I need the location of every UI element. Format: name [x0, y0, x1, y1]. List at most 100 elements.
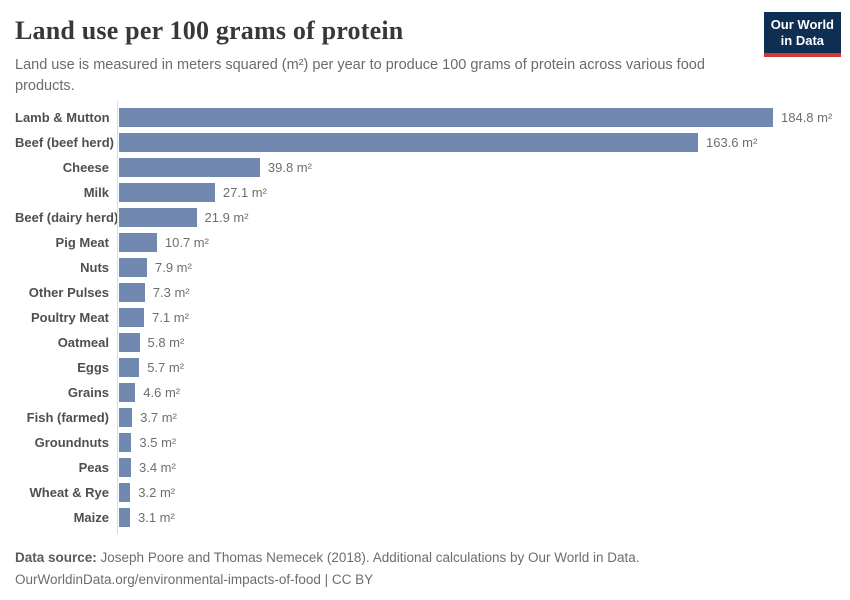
category-label: Other Pulses: [28, 285, 109, 301]
bar-row: Grains 4.6 m²: [15, 380, 850, 405]
bar-track: 3.4 m²: [118, 455, 850, 480]
category-label: Eggs: [77, 360, 109, 376]
data-source-text: Joseph Poore and Thomas Nemecek (2018). …: [96, 550, 640, 566]
value-label: 10.7 m²: [164, 235, 209, 251]
chart-header: Land use per 100 grams of protein Land u…: [0, 0, 850, 97]
bar[interactable]: [119, 233, 157, 253]
bar-row: Cheese 39.8 m²: [15, 155, 850, 180]
bar-track: 10.7 m²: [118, 230, 850, 255]
logo-line-2: in Data: [780, 33, 825, 48]
category-label: Nuts: [80, 260, 109, 276]
value-label: 27.1 m²: [222, 185, 267, 201]
bar-row: Eggs 5.7 m²: [15, 355, 850, 380]
category-label: Wheat & Rye: [29, 485, 109, 501]
bar[interactable]: [119, 158, 260, 178]
bar-rows: Lamb & Mutton 184.8 m² Beef (beef herd) 163…: [15, 105, 850, 530]
data-source-label: Data source:: [15, 550, 97, 566]
bar-track: 184.8 m²: [118, 105, 850, 130]
bar[interactable]: [119, 383, 136, 403]
bar-row: Beef (beef herd) 163.6 m²: [15, 130, 850, 155]
value-label: 3.1 m²: [138, 510, 175, 526]
category-label: Peas: [78, 460, 109, 476]
bar-row: Nuts 7.9 m²: [15, 255, 850, 280]
category-label: Lamb & Mutton: [15, 110, 110, 126]
bar-row: Other Pulses 7.3 m²: [15, 280, 850, 305]
logo-line-1: Our World: [770, 17, 834, 32]
owid-logo: Our World in Data: [763, 12, 841, 57]
category-label: Poultry Meat: [30, 310, 109, 326]
bar[interactable]: [119, 483, 131, 503]
bar-row: Wheat & Rye 3.2 m²: [15, 480, 850, 505]
category-label: Groundnuts: [34, 435, 109, 451]
bar[interactable]: [119, 258, 147, 278]
chart-footer: Data source: Joseph Poore and Thomas Nem…: [15, 547, 835, 591]
bar-track: 5.7 m²: [118, 355, 850, 380]
value-label: 5.8 m²: [147, 335, 185, 351]
bar[interactable]: [119, 333, 140, 353]
value-label: 39.8 m²: [267, 160, 312, 176]
bar-row: Milk 27.1 m²: [15, 180, 850, 205]
bar-track: 4.6 m²: [118, 380, 850, 405]
category-label: Beef (dairy herd): [15, 210, 119, 226]
value-label: 5.7 m²: [147, 360, 185, 376]
category-label: Pig Meat: [55, 235, 109, 251]
bar-row: Oatmeal 5.8 m²: [15, 330, 850, 355]
value-label: 7.1 m²: [152, 310, 189, 326]
bar-row: Groundnuts 3.5 m²: [15, 430, 850, 455]
bar-track: 163.6 m²: [118, 130, 850, 155]
category-label: Fish (farmed): [26, 410, 109, 426]
category-label: Beef (beef herd): [15, 135, 114, 151]
bar-row: Maize 3.1 m²: [15, 505, 850, 530]
value-label: 21.9 m²: [204, 210, 249, 226]
value-label: 163.6 m²: [706, 135, 758, 151]
bar[interactable]: [119, 308, 145, 328]
bar-track: 3.5 m²: [118, 430, 850, 455]
bar-chart: Lamb & Mutton 184.8 m² Beef (beef herd) 163…: [15, 101, 850, 535]
bar-track: 7.1 m²: [118, 305, 850, 330]
value-label: 4.6 m²: [143, 385, 181, 401]
category-label: Grains: [67, 385, 109, 401]
bar-track: 39.8 m²: [118, 155, 850, 180]
category-label: Oatmeal: [57, 335, 109, 351]
bar-row: Fish (farmed) 3.7 m²: [15, 405, 850, 430]
value-label: 7.9 m²: [155, 260, 192, 276]
bar[interactable]: [119, 408, 133, 428]
data-source-line: Data source: Joseph Poore and Thomas Nem…: [15, 547, 835, 569]
category-label: Milk: [83, 185, 109, 201]
bar-row: Lamb & Mutton 184.8 m²: [15, 105, 850, 130]
value-label: 3.2 m²: [138, 485, 176, 501]
bar[interactable]: [119, 458, 131, 478]
value-label: 3.4 m²: [139, 460, 176, 476]
category-label: Maize: [73, 510, 109, 526]
bar[interactable]: [119, 133, 698, 153]
bar-row: Peas 3.4 m²: [15, 455, 850, 480]
bar-track: 3.7 m²: [118, 405, 850, 430]
bar[interactable]: [119, 508, 130, 528]
value-label: 184.8 m²: [781, 110, 833, 126]
bar[interactable]: [119, 108, 773, 128]
category-label: Cheese: [62, 160, 109, 176]
bar-track: 27.1 m²: [118, 180, 850, 205]
value-label: 3.5 m²: [139, 435, 177, 451]
bar-track: 21.9 m²: [118, 205, 850, 230]
y-axis-line: [117, 101, 118, 535]
bar[interactable]: [119, 208, 197, 228]
bar[interactable]: [119, 358, 140, 378]
bar[interactable]: [119, 183, 215, 203]
bar-track: 3.1 m²: [118, 505, 850, 530]
bar-track: 7.9 m²: [118, 255, 850, 280]
bar-row: Poultry Meat 7.1 m²: [15, 305, 850, 330]
value-label: 7.3 m²: [152, 285, 190, 301]
bar-track: 5.8 m²: [118, 330, 850, 355]
page-title: Land use per 100 grams of protein: [15, 16, 404, 45]
bar[interactable]: [119, 283, 145, 303]
bar[interactable]: [119, 433, 132, 453]
bar-row: Beef (dairy herd) 21.9 m²: [15, 205, 850, 230]
chart-subtitle: Land use is measured in meters squared (…: [15, 57, 705, 95]
bar-row: Pig Meat 10.7 m²: [15, 230, 850, 255]
value-label: 3.7 m²: [140, 410, 177, 426]
footer-link: OurWorldinData.org/environmental-impacts…: [15, 572, 374, 588]
bar-track: 3.2 m²: [118, 480, 850, 505]
bar-track: 7.3 m²: [118, 280, 850, 305]
